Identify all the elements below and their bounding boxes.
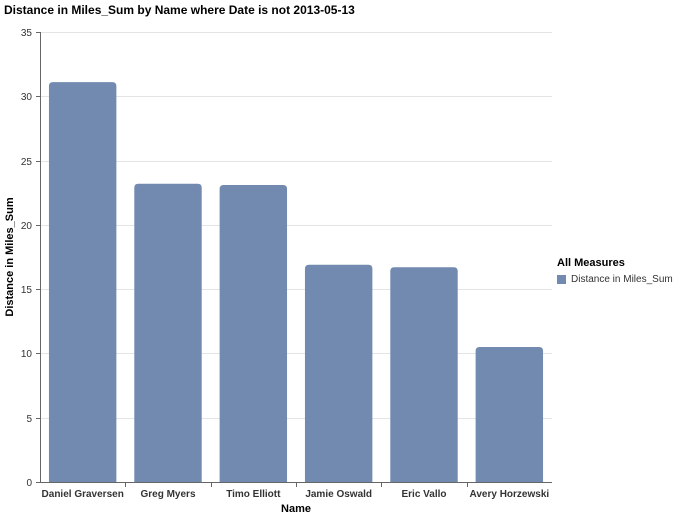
legend-title: All Measures bbox=[557, 257, 625, 269]
y-tick-label: 5 bbox=[26, 414, 32, 425]
y-tick-label: 30 bbox=[21, 92, 33, 103]
gridlines bbox=[40, 32, 552, 419]
legend-item-label: Distance in Miles_Sum bbox=[571, 274, 673, 285]
y-tick-label: 0 bbox=[26, 478, 32, 489]
axes: 0 5 10 15 20 25 30 35 Daniel Graversen Greg Myers… bbox=[21, 28, 552, 500]
legend: All Measures Distance in Miles_Sum bbox=[557, 257, 673, 285]
y-tick-label: 15 bbox=[21, 285, 33, 296]
bar[interactable] bbox=[475, 347, 544, 482]
x-tick-label: Eric Vallo bbox=[401, 489, 446, 500]
x-tick-label: Timo Elliott bbox=[226, 489, 281, 500]
x-tick-label: Daniel Graversen bbox=[42, 489, 124, 500]
y-axis-title: Distance in Miles_Sum bbox=[4, 197, 16, 316]
x-axis-title: Name bbox=[281, 503, 311, 515]
y-tick-label: 35 bbox=[21, 28, 33, 39]
chart-title: Distance in Miles_Sum by Name where Date… bbox=[4, 3, 355, 17]
bar[interactable] bbox=[390, 267, 458, 482]
x-tick-label: Greg Myers bbox=[140, 489, 195, 500]
bar[interactable] bbox=[48, 82, 117, 483]
y-tick-label: 10 bbox=[21, 349, 33, 360]
bar[interactable] bbox=[304, 264, 373, 482]
x-tick-label: Jamie Oswald bbox=[305, 489, 372, 500]
bars bbox=[48, 82, 544, 483]
legend-swatch bbox=[557, 275, 566, 284]
y-tick-label: 20 bbox=[21, 221, 33, 232]
legend-item[interactable]: Distance in Miles_Sum bbox=[557, 274, 673, 285]
x-tick-label: Avery Horzewski bbox=[469, 489, 549, 500]
y-tick-label: 25 bbox=[21, 157, 33, 168]
bar[interactable] bbox=[219, 185, 288, 482]
bar[interactable] bbox=[134, 183, 202, 482]
